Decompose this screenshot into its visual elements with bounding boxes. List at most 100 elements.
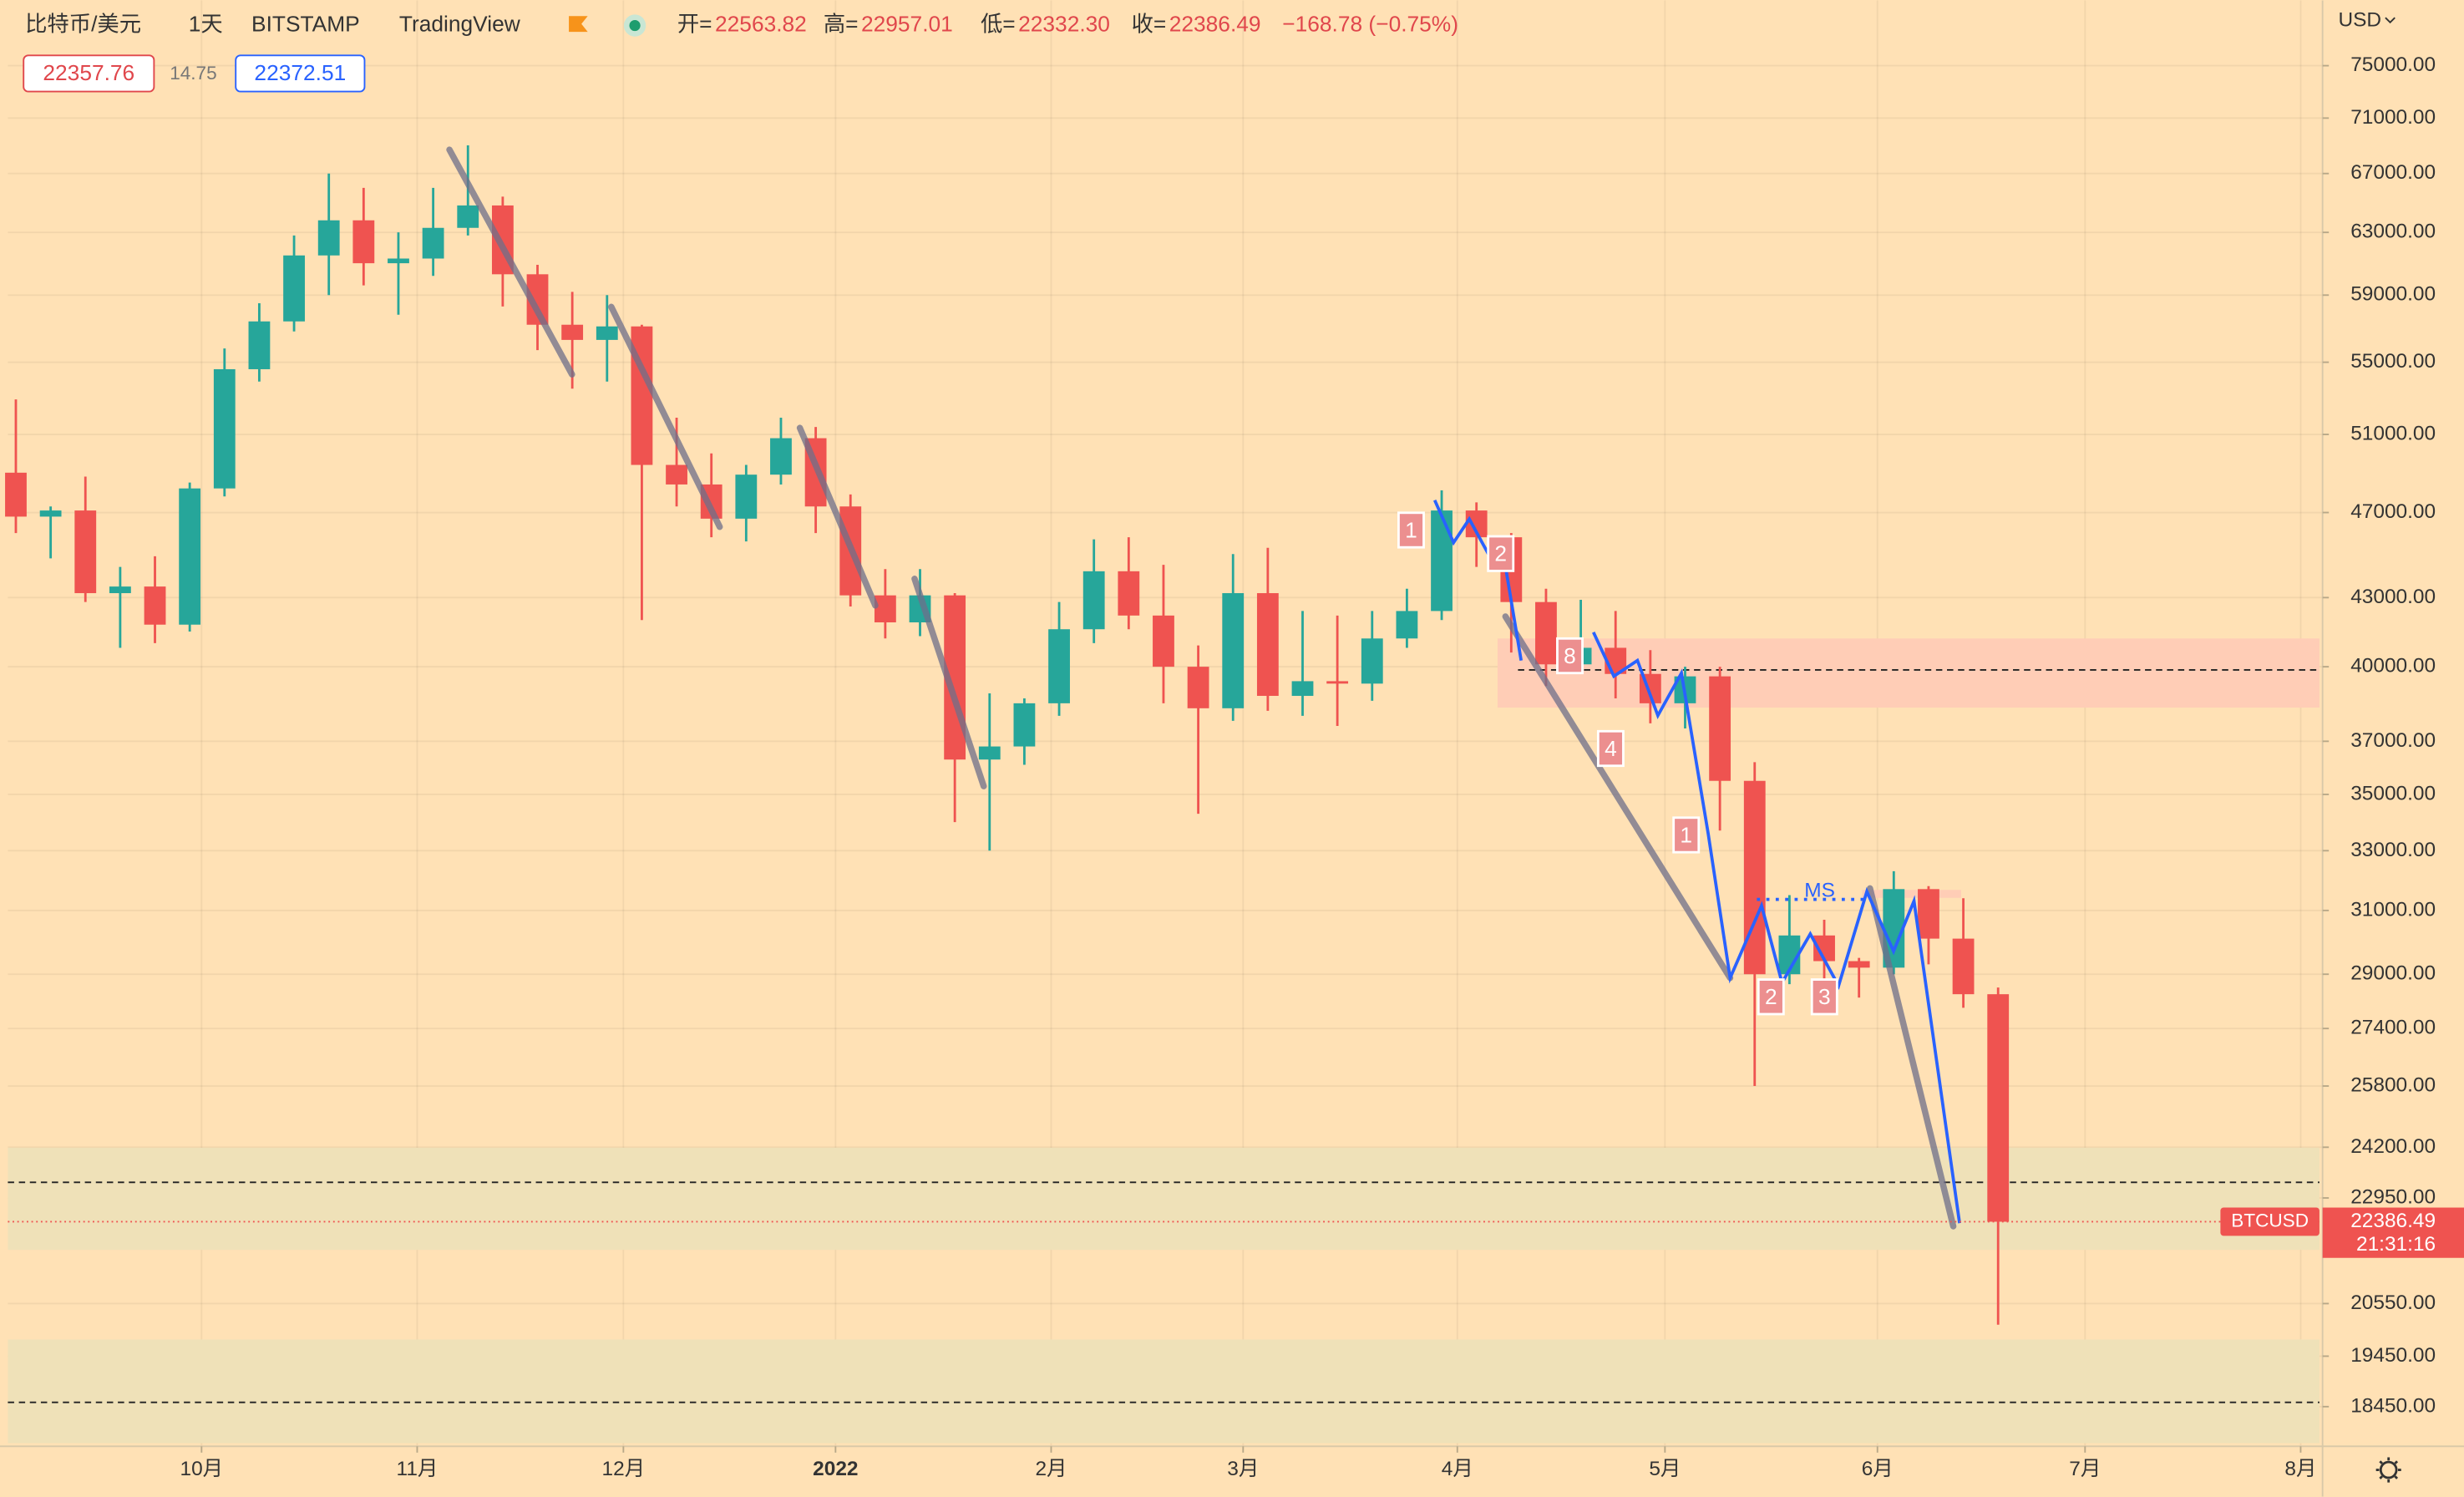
y-tick-label: 25800.00 bbox=[2350, 1073, 2436, 1096]
candle-body bbox=[1431, 510, 1453, 611]
candle-body bbox=[5, 472, 27, 517]
change: −168.78 (−0.75%) bbox=[1282, 12, 1458, 37]
candle-body bbox=[109, 586, 131, 594]
wave-label-box bbox=[1672, 816, 1701, 854]
wave-label: 8 bbox=[1564, 643, 1576, 668]
axes: 75000.00 71000.00 67000.00 63000.00 59000.00… bbox=[8, 53, 2464, 1480]
settings-icon[interactable] bbox=[2375, 1457, 2401, 1483]
candle-body bbox=[1709, 676, 1731, 781]
candle-body bbox=[1082, 571, 1105, 630]
y-tick-label: 35000.00 bbox=[2350, 782, 2436, 804]
x-tick-label: 3月 bbox=[1227, 1458, 1259, 1480]
candle-body bbox=[1361, 638, 1383, 684]
wave-label: 2 bbox=[1494, 541, 1507, 566]
currency[interactable]: USD bbox=[2338, 8, 2381, 31]
wave-line bbox=[1592, 631, 1961, 1224]
wave-label: 1 bbox=[1680, 822, 1692, 847]
price-label: 22386.49 bbox=[2350, 1210, 2436, 1232]
ohlc-value: 22957.01 bbox=[861, 12, 953, 37]
wave-label: 1 bbox=[1405, 517, 1417, 542]
bid-box[interactable] bbox=[23, 54, 155, 93]
x-tick-label: 12月 bbox=[602, 1458, 646, 1480]
x-tick-label: 10月 bbox=[180, 1458, 224, 1480]
ask: 22372.51 bbox=[254, 60, 346, 85]
candle-body bbox=[596, 326, 618, 340]
candle-body bbox=[666, 464, 687, 485]
trendline bbox=[796, 424, 879, 609]
supply-zone bbox=[1497, 638, 2320, 708]
y-tick-label: 67000.00 bbox=[2350, 161, 2436, 184]
ohlc-value: 22386.49 bbox=[1169, 12, 1261, 37]
interval[interactable]: 1天 bbox=[189, 12, 223, 37]
y-tick-label: 31000.00 bbox=[2350, 898, 2436, 921]
y-tick-label: 37000.00 bbox=[2350, 729, 2436, 752]
candle-body bbox=[248, 321, 271, 369]
candle-body bbox=[317, 220, 340, 256]
ohlc-label: 低= bbox=[981, 12, 1016, 37]
x-tick-label: 8月 bbox=[2284, 1458, 2316, 1480]
ohlc-value: 22332.30 bbox=[1018, 12, 1110, 37]
candle-body bbox=[1013, 703, 1036, 747]
gear-icon[interactable] bbox=[2379, 1460, 2398, 1479]
demand-zone bbox=[8, 1147, 2320, 1251]
candle-body bbox=[144, 586, 166, 625]
wave-label-box bbox=[1596, 729, 1625, 768]
y-tick-label: 55000.00 bbox=[2350, 350, 2436, 373]
y-tick-label: 24200.00 bbox=[2350, 1135, 2436, 1158]
y-tick-label: 43000.00 bbox=[2350, 586, 2436, 608]
symbol-title: 比特币/美元 bbox=[25, 12, 141, 37]
wave-label-box bbox=[1810, 978, 1838, 1016]
flag-icon[interactable] bbox=[569, 16, 588, 33]
x-tick-label: 4月 bbox=[1442, 1458, 1473, 1480]
y-tick-label: 22950.00 bbox=[2350, 1185, 2436, 1208]
y-tick-label: 19450.00 bbox=[2350, 1344, 2436, 1367]
spread: 14.75 bbox=[170, 63, 216, 84]
symbol-label: BTCUSD bbox=[2231, 1210, 2309, 1231]
y-tick-label: 33000.00 bbox=[2350, 839, 2436, 861]
y-tick-label: 27400.00 bbox=[2350, 1017, 2436, 1039]
candle-body bbox=[1187, 667, 1209, 708]
candle-body bbox=[1848, 961, 1870, 968]
candle-body bbox=[735, 474, 758, 519]
gear-teeth[interactable] bbox=[2375, 1457, 2401, 1483]
candle-body bbox=[1952, 938, 1975, 995]
x-tick-label: 7月 bbox=[2069, 1458, 2101, 1480]
trendline bbox=[446, 146, 575, 378]
trendline bbox=[1502, 613, 1734, 982]
symbol-label-box bbox=[2220, 1207, 2320, 1236]
candle-body bbox=[1743, 780, 1766, 975]
countdown: 21:31:16 bbox=[2356, 1233, 2436, 1256]
y-tick-label: 59000.00 bbox=[2350, 283, 2436, 306]
y-tick-label: 18450.00 bbox=[2350, 1394, 2436, 1417]
x-tick-label: 6月 bbox=[1862, 1458, 1894, 1480]
candle-body bbox=[1118, 571, 1140, 616]
wave-line bbox=[1432, 499, 1524, 661]
candle-body bbox=[1048, 629, 1070, 703]
candle-body bbox=[874, 595, 896, 623]
wave-label-box bbox=[1397, 511, 1425, 549]
brand: TradingView bbox=[399, 12, 521, 37]
wave-label: 3 bbox=[1818, 984, 1831, 1009]
candle-body bbox=[457, 205, 479, 228]
candle-body bbox=[179, 488, 201, 625]
candle-body bbox=[388, 258, 409, 264]
ask-box[interactable] bbox=[235, 54, 366, 93]
y-tick-label: 40000.00 bbox=[2350, 655, 2436, 677]
currency-caret[interactable] bbox=[2385, 17, 2396, 24]
trendline bbox=[608, 303, 723, 530]
candle-body bbox=[978, 746, 1001, 760]
y-tick-label: 20550.00 bbox=[2350, 1291, 2436, 1314]
candle-body bbox=[283, 255, 305, 322]
wave-label: 4 bbox=[1605, 736, 1617, 761]
trendline bbox=[911, 576, 987, 789]
ohlc-label: 开= bbox=[677, 12, 712, 37]
candle-body bbox=[352, 220, 375, 264]
candle-body bbox=[1153, 615, 1174, 667]
supply-zone bbox=[1862, 890, 1961, 898]
candle-body bbox=[561, 324, 584, 340]
candle-body bbox=[1535, 601, 1557, 665]
